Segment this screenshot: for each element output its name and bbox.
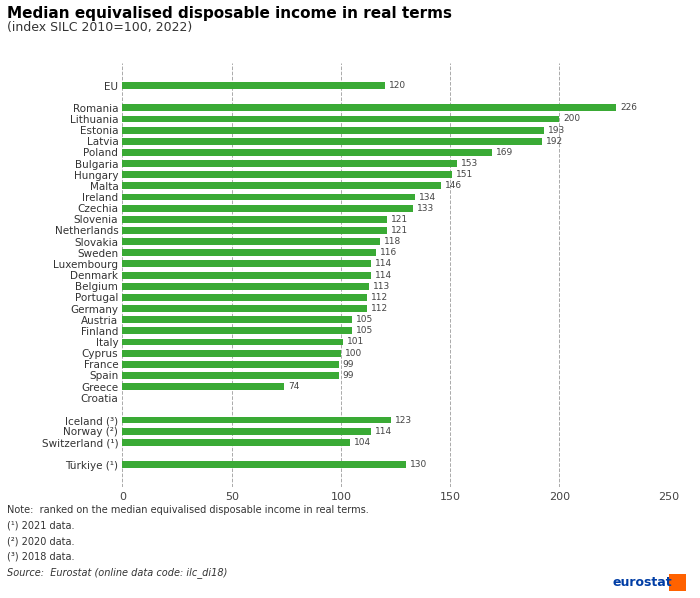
Text: eurostat: eurostat [612, 576, 672, 589]
Bar [122, 160, 456, 167]
Bar [122, 127, 544, 133]
Text: 121: 121 [391, 215, 408, 224]
Bar [122, 294, 367, 301]
Text: 121: 121 [391, 226, 408, 235]
Bar [122, 283, 370, 289]
Text: 123: 123 [395, 416, 412, 425]
Text: 105: 105 [356, 315, 373, 324]
Bar [122, 82, 384, 89]
Bar [122, 350, 341, 356]
Text: 100: 100 [345, 349, 362, 358]
Bar [122, 338, 343, 346]
Text: 74: 74 [288, 382, 300, 391]
Text: 133: 133 [417, 204, 434, 213]
Bar [122, 182, 442, 190]
Text: 101: 101 [347, 337, 364, 346]
Text: 104: 104 [354, 438, 371, 447]
Text: 114: 114 [375, 426, 393, 436]
Text: 114: 114 [375, 270, 393, 280]
Text: 151: 151 [456, 170, 473, 179]
Text: 226: 226 [620, 103, 637, 112]
Bar [122, 105, 616, 111]
Text: 193: 193 [548, 126, 565, 135]
Bar [122, 439, 349, 446]
Text: 146: 146 [445, 181, 463, 190]
Bar [122, 261, 372, 267]
Bar [122, 383, 284, 390]
Text: 105: 105 [356, 327, 373, 335]
Bar [122, 171, 452, 178]
Bar [122, 238, 380, 245]
Text: 112: 112 [371, 293, 388, 302]
Bar [122, 205, 413, 212]
Bar [122, 305, 367, 312]
Text: 112: 112 [371, 304, 388, 313]
Text: 130: 130 [410, 460, 428, 469]
Bar [122, 271, 372, 279]
Bar [122, 327, 352, 334]
Bar [122, 194, 415, 200]
Bar [122, 372, 339, 379]
Text: 99: 99 [342, 371, 354, 380]
Bar [122, 115, 559, 123]
Bar [122, 316, 352, 323]
Bar [122, 428, 372, 435]
Text: 113: 113 [373, 282, 391, 291]
Text: 153: 153 [461, 159, 478, 168]
Text: Note:  ranked on the median equivalised disposable income in real terms.: Note: ranked on the median equivalised d… [7, 505, 369, 515]
Text: 134: 134 [419, 193, 436, 202]
Bar [122, 361, 339, 368]
Text: 120: 120 [389, 81, 405, 90]
Bar [122, 216, 387, 223]
Text: (²) 2020 data.: (²) 2020 data. [7, 536, 74, 547]
Text: 200: 200 [564, 114, 580, 124]
Bar [122, 249, 376, 256]
Text: 116: 116 [380, 248, 397, 257]
Bar [122, 461, 407, 468]
Text: (index SILC 2010=100, 2022): (index SILC 2010=100, 2022) [7, 21, 192, 34]
Text: 118: 118 [384, 237, 401, 246]
Text: 192: 192 [546, 137, 563, 146]
Bar [122, 138, 542, 145]
Text: 114: 114 [375, 260, 393, 269]
Bar [122, 227, 387, 234]
Text: (³) 2018 data.: (³) 2018 data. [7, 552, 74, 562]
Bar [122, 417, 391, 423]
Text: Source:  Eurostat (online data code: ilc_di18): Source: Eurostat (online data code: ilc_… [7, 568, 228, 578]
Bar [122, 149, 491, 156]
Text: 99: 99 [342, 360, 354, 369]
Text: 169: 169 [496, 148, 513, 157]
Text: (¹) 2021 data.: (¹) 2021 data. [7, 521, 74, 531]
Text: Median equivalised disposable income in real terms: Median equivalised disposable income in … [7, 6, 452, 21]
